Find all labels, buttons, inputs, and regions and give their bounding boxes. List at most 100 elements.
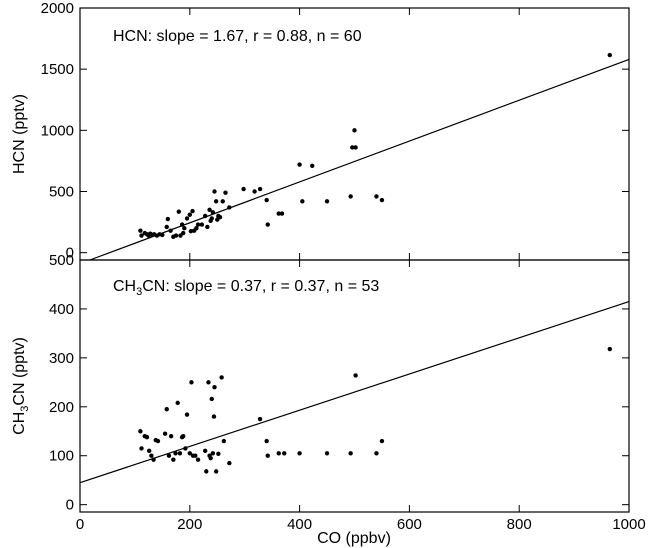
ch3cn-data-point <box>139 446 144 451</box>
hcn-data-point <box>297 162 302 167</box>
hcn-data-point <box>179 222 185 227</box>
hcn-data-point <box>265 222 270 227</box>
hcn-data-point <box>139 233 144 238</box>
ch3cn-y-tick-label: 400 <box>49 301 74 318</box>
ch3cn-data-point <box>138 429 143 434</box>
ch3cn-data-point <box>257 416 263 422</box>
ch3cn-data-point <box>210 451 216 456</box>
ch3cn-data-point <box>155 438 161 444</box>
hcn-data-point <box>205 224 210 230</box>
hcn-data-point <box>217 214 223 220</box>
hcn-plot-frame <box>79 7 630 261</box>
ch3cn-data-point <box>282 451 287 456</box>
ch3cn-y-tick-label: 300 <box>49 350 74 367</box>
hcn-data-point <box>202 213 208 219</box>
hcn-panel: 0 500 1000 1500 2000 HCN: slope = 1.67, r = … <box>11 0 630 262</box>
ch3cn-data-point <box>212 385 217 390</box>
ch3cn-data-point <box>151 457 156 462</box>
hcn-data-points <box>138 52 612 239</box>
hcn-y-tick-label: 2000 <box>41 0 74 17</box>
ch3cn-data-points <box>138 346 612 474</box>
hcn-y-tick-label: 1500 <box>41 61 74 78</box>
hcn-data-point <box>187 212 192 217</box>
ch3cn-data-point <box>171 457 176 462</box>
ch3cn-data-point <box>149 453 154 458</box>
hcn-data-point <box>213 199 219 204</box>
ch3cn-y-tick-label: 100 <box>49 448 74 465</box>
ch3cn-fit-line <box>79 301 630 484</box>
hcn-data-point <box>176 209 182 214</box>
hcn-data-point <box>241 186 246 192</box>
ch3cn-data-point <box>177 451 183 456</box>
hcn-y-tick-label: 1000 <box>41 122 74 139</box>
ch3cn-data-point <box>209 396 214 402</box>
ch3cn-data-point <box>166 453 172 458</box>
ch3cn-plot-frame <box>79 259 630 513</box>
ch3cn-annotation: CH3CN: slope = 0.37, r = 0.37, n = 53 <box>113 278 379 298</box>
ch3cn-x-tick-label: 1000 <box>612 516 645 533</box>
ch3cn-data-point <box>173 451 178 456</box>
hcn-data-point <box>160 232 165 238</box>
ch3cn-data-point <box>164 407 169 412</box>
ch3cn-data-point <box>195 457 201 462</box>
hcn-data-point <box>182 225 187 231</box>
ch3cn-data-point <box>193 453 198 458</box>
hcn-data-point <box>168 228 173 233</box>
hcn-data-point <box>173 233 179 238</box>
hcn-data-point <box>223 190 228 195</box>
hcn-data-point <box>252 189 257 194</box>
ch3cn-y-axis-label: CH3CN (pptv) <box>11 337 31 435</box>
hcn-y-tick-label: 0 <box>66 245 74 262</box>
hcn-y-axis-label: HCN (pptv) <box>11 94 28 174</box>
ch3cn-data-point <box>348 451 353 456</box>
hcn-y-tick-label: 500 <box>49 183 74 200</box>
hcn-data-point <box>353 145 358 150</box>
ch3cn-data-point <box>324 451 330 456</box>
hcn-data-point <box>165 216 171 222</box>
ch3cn-y-axis-ticks: 0 100 200 300 400 500 <box>49 252 629 514</box>
hcn-x-axis-ticks <box>79 8 630 260</box>
x-axis-label: CO (ppbv) <box>317 530 391 547</box>
ch3cn-data-point <box>204 469 209 474</box>
hcn-data-point <box>212 189 217 194</box>
hcn-data-point <box>279 211 285 216</box>
hcn-data-point <box>350 145 355 150</box>
ch3cn-data-point <box>216 451 221 456</box>
ch3cn-data-point <box>202 448 208 454</box>
ch3cn-y-tick-label: 0 <box>66 497 74 514</box>
hcn-data-point <box>227 205 232 210</box>
hcn-fit-line <box>89 58 630 261</box>
hcn-annotation: HCN: slope = 1.67, r = 0.88, n = 60 <box>113 28 362 45</box>
hcn-data-point <box>164 224 169 230</box>
ch3cn-data-point <box>168 433 174 439</box>
ch3cn-data-point <box>264 438 269 444</box>
hcn-data-point <box>374 194 379 199</box>
ch3cn-data-point <box>219 375 224 380</box>
ch3cn-data-point <box>175 400 180 406</box>
hcn-data-point <box>195 222 201 227</box>
hcn-data-point <box>324 199 330 204</box>
hcn-data-point <box>207 207 212 213</box>
hcn-data-point <box>352 128 357 133</box>
ch3cn-x-axis-ticks: 0 200 400 600 800 1000 <box>76 260 646 533</box>
ch3cn-data-point <box>183 446 188 451</box>
ch3cn-data-point <box>221 438 227 444</box>
ch3cn-data-point <box>146 448 152 454</box>
ch3cn-data-point <box>208 455 213 461</box>
hcn-data-point <box>184 216 190 221</box>
hcn-data-point <box>607 52 612 58</box>
hcn-data-point <box>210 210 216 215</box>
hcn-data-point <box>194 225 199 231</box>
ch3cn-x-tick-label: 400 <box>287 516 312 533</box>
ch3cn-data-point <box>206 380 211 385</box>
ch3cn-data-point <box>227 460 232 466</box>
hcn-data-point <box>199 222 205 227</box>
ch3cn-data-point <box>181 433 186 439</box>
ch3cn-x-tick-label: 0 <box>76 516 84 533</box>
ch3cn-x-tick-label: 800 <box>507 516 532 533</box>
hcn-y-axis-ticks: 0 500 1000 1500 2000 <box>41 0 629 262</box>
ch3cn-data-point <box>265 453 270 458</box>
ch3cn-data-point <box>607 346 612 352</box>
hcn-regression-line <box>89 58 630 261</box>
